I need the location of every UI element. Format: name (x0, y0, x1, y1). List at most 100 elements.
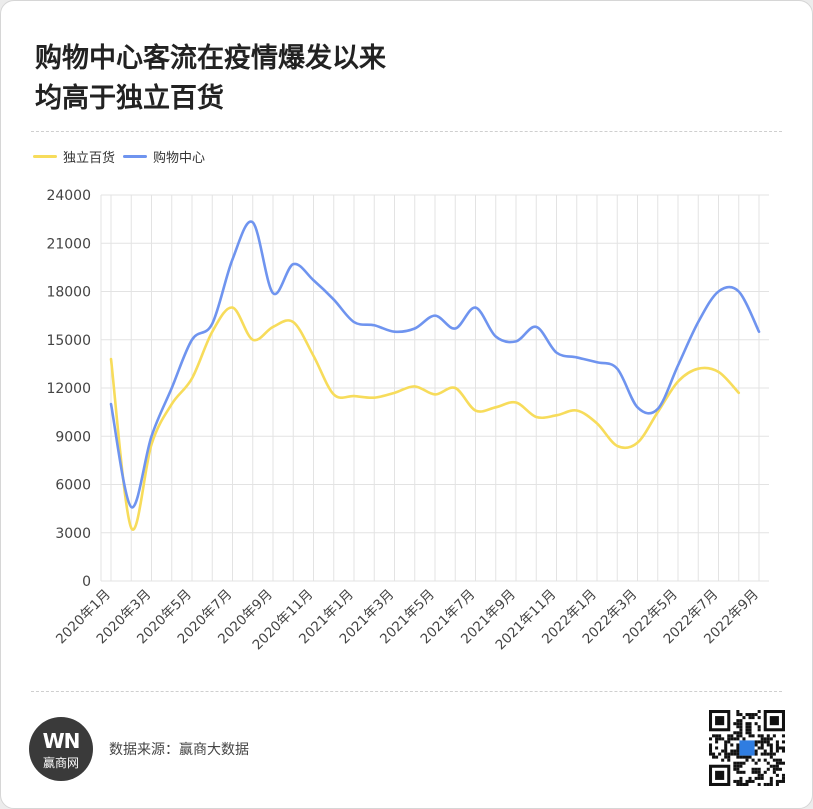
y-tick-label: 9000 (55, 429, 91, 445)
qr-module (736, 734, 740, 738)
qr-module (724, 755, 728, 759)
legend-label-mall: 购物中心 (153, 151, 206, 166)
qr-module (739, 722, 743, 726)
qr-module (757, 770, 761, 774)
qr-center-logo (739, 740, 755, 756)
y-tick-label: 3000 (55, 526, 91, 542)
qr-module (754, 761, 758, 765)
qr-module (745, 713, 749, 717)
data-source: 数据来源：赢商大数据 (109, 742, 249, 758)
qr-module (751, 716, 755, 720)
qr-module (727, 737, 731, 741)
qr-module (730, 737, 734, 741)
qr-module (748, 776, 752, 780)
qr-module (769, 782, 773, 786)
qr-module (745, 758, 749, 762)
qr-module (775, 758, 779, 762)
y-tick-label: 0 (82, 574, 91, 590)
qr-module (763, 758, 767, 762)
qr-module (757, 773, 761, 777)
qr-module (751, 713, 755, 717)
qr-module (721, 749, 725, 753)
qr-module (715, 746, 719, 750)
qr-module (772, 764, 776, 768)
qr-module (760, 773, 764, 777)
qr-module (775, 761, 779, 765)
qr-module (769, 755, 773, 759)
title-line-1: 购物中心客流在疫情爆发以来 (35, 43, 386, 74)
qr-module (721, 737, 725, 741)
qr-module (778, 779, 782, 783)
qr-module (715, 740, 719, 744)
qr-module (763, 737, 767, 741)
qr-module (781, 734, 785, 738)
qr-module (748, 728, 752, 732)
qr-module (766, 743, 770, 747)
qr-module (712, 734, 716, 738)
qr-module (730, 752, 734, 756)
title-line-2: 均高于独立百货 (35, 83, 224, 114)
qr-module (757, 728, 761, 732)
brand-logo-mark: WN (42, 729, 81, 753)
qr-module (763, 770, 767, 774)
qr-module (709, 737, 713, 741)
qr-module (718, 752, 722, 756)
qr-module (736, 767, 740, 771)
legend-label-independent: 独立百货 (63, 151, 116, 166)
qr-module (748, 755, 752, 759)
qr-module (781, 779, 785, 783)
qr-module (760, 776, 764, 780)
qr-module (760, 734, 764, 738)
qr-module (754, 713, 758, 717)
qr-module (748, 722, 752, 726)
qr-module (733, 767, 737, 771)
qr-module (745, 728, 749, 732)
qr-module (736, 764, 740, 768)
qr-module (772, 758, 776, 762)
qr-module (766, 734, 770, 738)
legend-swatch-mall (123, 155, 148, 158)
qr-module (757, 782, 761, 786)
qr-module (730, 734, 734, 738)
legend-swatch-independent (33, 155, 57, 158)
qr-module (736, 725, 740, 729)
y-tick-label: 18000 (46, 285, 91, 301)
qr-module (781, 773, 785, 777)
qr-module (757, 776, 761, 780)
qr-module (742, 782, 746, 786)
qr-module (775, 779, 779, 783)
qr-module (763, 782, 767, 786)
qr-module (757, 725, 761, 729)
qr-module (757, 758, 761, 762)
qr-module (739, 764, 743, 768)
qr-module (709, 752, 713, 756)
qr-module (736, 782, 740, 786)
qr-module (781, 749, 785, 753)
qr-module (739, 731, 743, 735)
qr-module (742, 770, 746, 774)
qr-module (772, 770, 776, 774)
qr-module (739, 734, 743, 738)
qr-module (709, 749, 713, 753)
qr-module (724, 752, 728, 756)
qr-module (736, 761, 740, 765)
chart-title: 购物中心客流在疫情爆发以来 均高于独立百货 (35, 39, 735, 119)
qr-module (748, 713, 752, 717)
qr-module (763, 752, 767, 756)
qr-module (715, 737, 719, 741)
qr-module (757, 767, 761, 771)
brand-logo: WN 赢商网 (29, 717, 93, 781)
qr-module (733, 779, 737, 783)
qr-module (754, 767, 758, 771)
qr-module (766, 761, 770, 765)
qr-module (778, 758, 782, 762)
legend-item-independent: 独立百货 (33, 147, 115, 166)
qr-module (760, 737, 764, 741)
qr-module (739, 713, 743, 717)
qr-module (739, 782, 743, 786)
qr-module (757, 716, 761, 720)
qr-module (775, 767, 779, 771)
qr-module (769, 764, 773, 768)
qr-module (733, 722, 737, 726)
qr-finder (715, 716, 725, 726)
